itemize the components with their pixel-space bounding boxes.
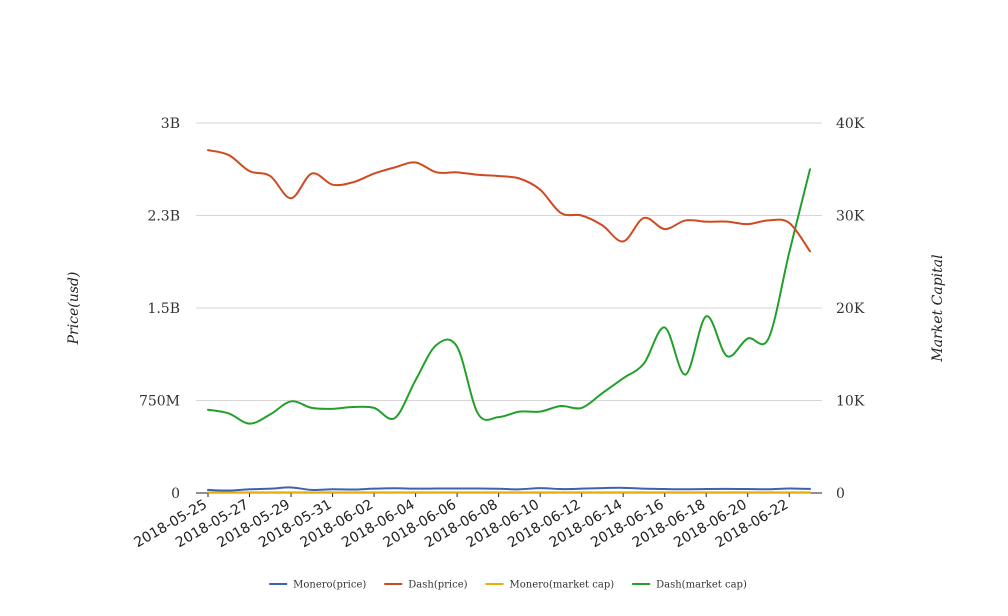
grid-layer <box>196 122 822 494</box>
series-line-dash-price <box>207 149 811 253</box>
y-tick-label-right: 20K <box>836 301 865 317</box>
series-layer <box>207 149 811 494</box>
y-tick-label-left: 750M <box>139 394 180 410</box>
y-tick-label-left: 3B <box>161 116 180 132</box>
x-axis: 2018-05-252018-05-272018-05-292018-05-31… <box>132 493 791 551</box>
y-axis-left: 0 750M 1.5B 2.3B 3B <box>139 116 180 502</box>
legend-label-dash-price: Dash(price) <box>408 580 467 591</box>
y-tick-label-right: 40K <box>836 116 865 132</box>
legend: Monero(price) Dash(price) Monero(market ca… <box>269 580 747 591</box>
y-tick-label-left: 2.3B <box>147 209 180 225</box>
y-tick-label-left: 1.5B <box>147 301 180 317</box>
y-tick-label-right: 30K <box>836 209 865 225</box>
y-axis-right: 0 10K 20K 30K 40K <box>836 116 865 502</box>
y-tick-label-left: 0 <box>171 486 180 502</box>
y-tick-label-right: 0 <box>836 486 845 502</box>
legend-label-monero-price: Monero(price) <box>293 580 366 591</box>
series-line-dash-market-cap <box>207 168 811 425</box>
y-axis-title-right: Market Capital <box>930 254 946 362</box>
series-line-monero-price <box>207 486 811 492</box>
legend-label-monero-market-cap: Monero(market cap) <box>510 580 615 591</box>
y-tick-label-right: 10K <box>836 394 865 410</box>
legend-label-dash-market-cap: Dash(market cap) <box>656 580 747 591</box>
y-axis-title-left: Price(usd) <box>66 272 82 346</box>
